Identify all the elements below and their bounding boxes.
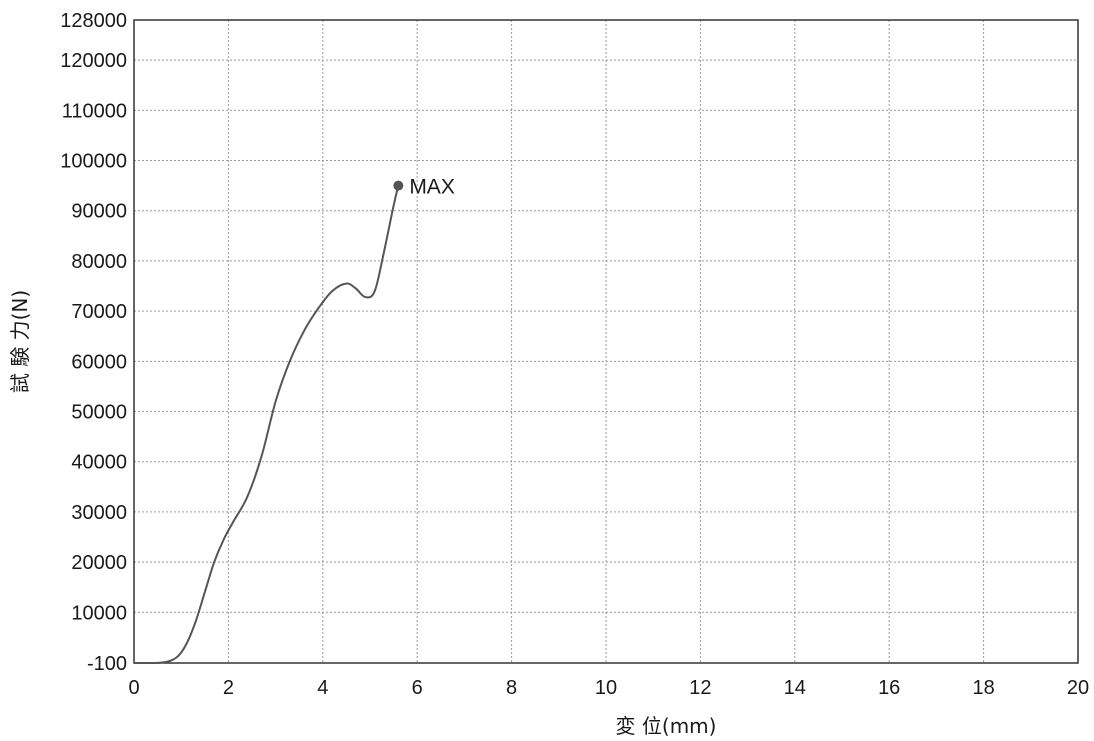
x-tick-label: 6 — [412, 677, 423, 699]
plot-frame — [133, 19, 1079, 664]
x-tick-label: 16 — [878, 677, 900, 699]
x-tick-label: 10 — [595, 677, 617, 699]
x-tick-label: 8 — [506, 677, 517, 699]
x-tick-label: 4 — [317, 677, 328, 699]
y-tick-label: 128000 — [60, 10, 127, 32]
y-tick-label: 70000 — [71, 301, 127, 323]
y-tick-label: 50000 — [71, 402, 127, 424]
x-tick-label: 14 — [784, 677, 806, 699]
y-axis-ticks: -100 10000 20000 30000 40000 50000 60000 70000 8… — [60, 10, 127, 675]
x-tick-label: 0 — [128, 677, 139, 699]
y-tick-label: -100 — [87, 653, 127, 675]
y-tick-label: 30000 — [71, 502, 127, 524]
y-tick-label: 100000 — [60, 151, 127, 173]
y-tick-label: 80000 — [71, 251, 127, 273]
y-tick-label: 90000 — [71, 201, 127, 223]
y-tick-label: 10000 — [71, 602, 127, 624]
y-tick-label: 40000 — [71, 452, 127, 474]
x-tick-label: 18 — [972, 677, 994, 699]
max-annotation: MAX — [409, 176, 455, 199]
y-tick-label: 60000 — [71, 351, 127, 373]
grid — [134, 20, 1078, 663]
y-axis-title: 試 験 力(N) — [8, 290, 32, 393]
x-tick-label: 20 — [1067, 677, 1089, 699]
x-axis-ticks: 0 2 4 6 8 10 12 14 16 18 20 — [128, 677, 1089, 699]
x-axis-title: 変 位(mm) — [616, 714, 717, 738]
max-marker — [393, 180, 404, 191]
y-tick-label: 20000 — [71, 552, 127, 574]
x-tick-label: 2 — [223, 677, 234, 699]
y-tick-label: 110000 — [62, 100, 127, 122]
x-tick-label: 12 — [689, 677, 711, 699]
series-line — [133, 185, 400, 665]
y-tick-label: 120000 — [60, 50, 127, 72]
